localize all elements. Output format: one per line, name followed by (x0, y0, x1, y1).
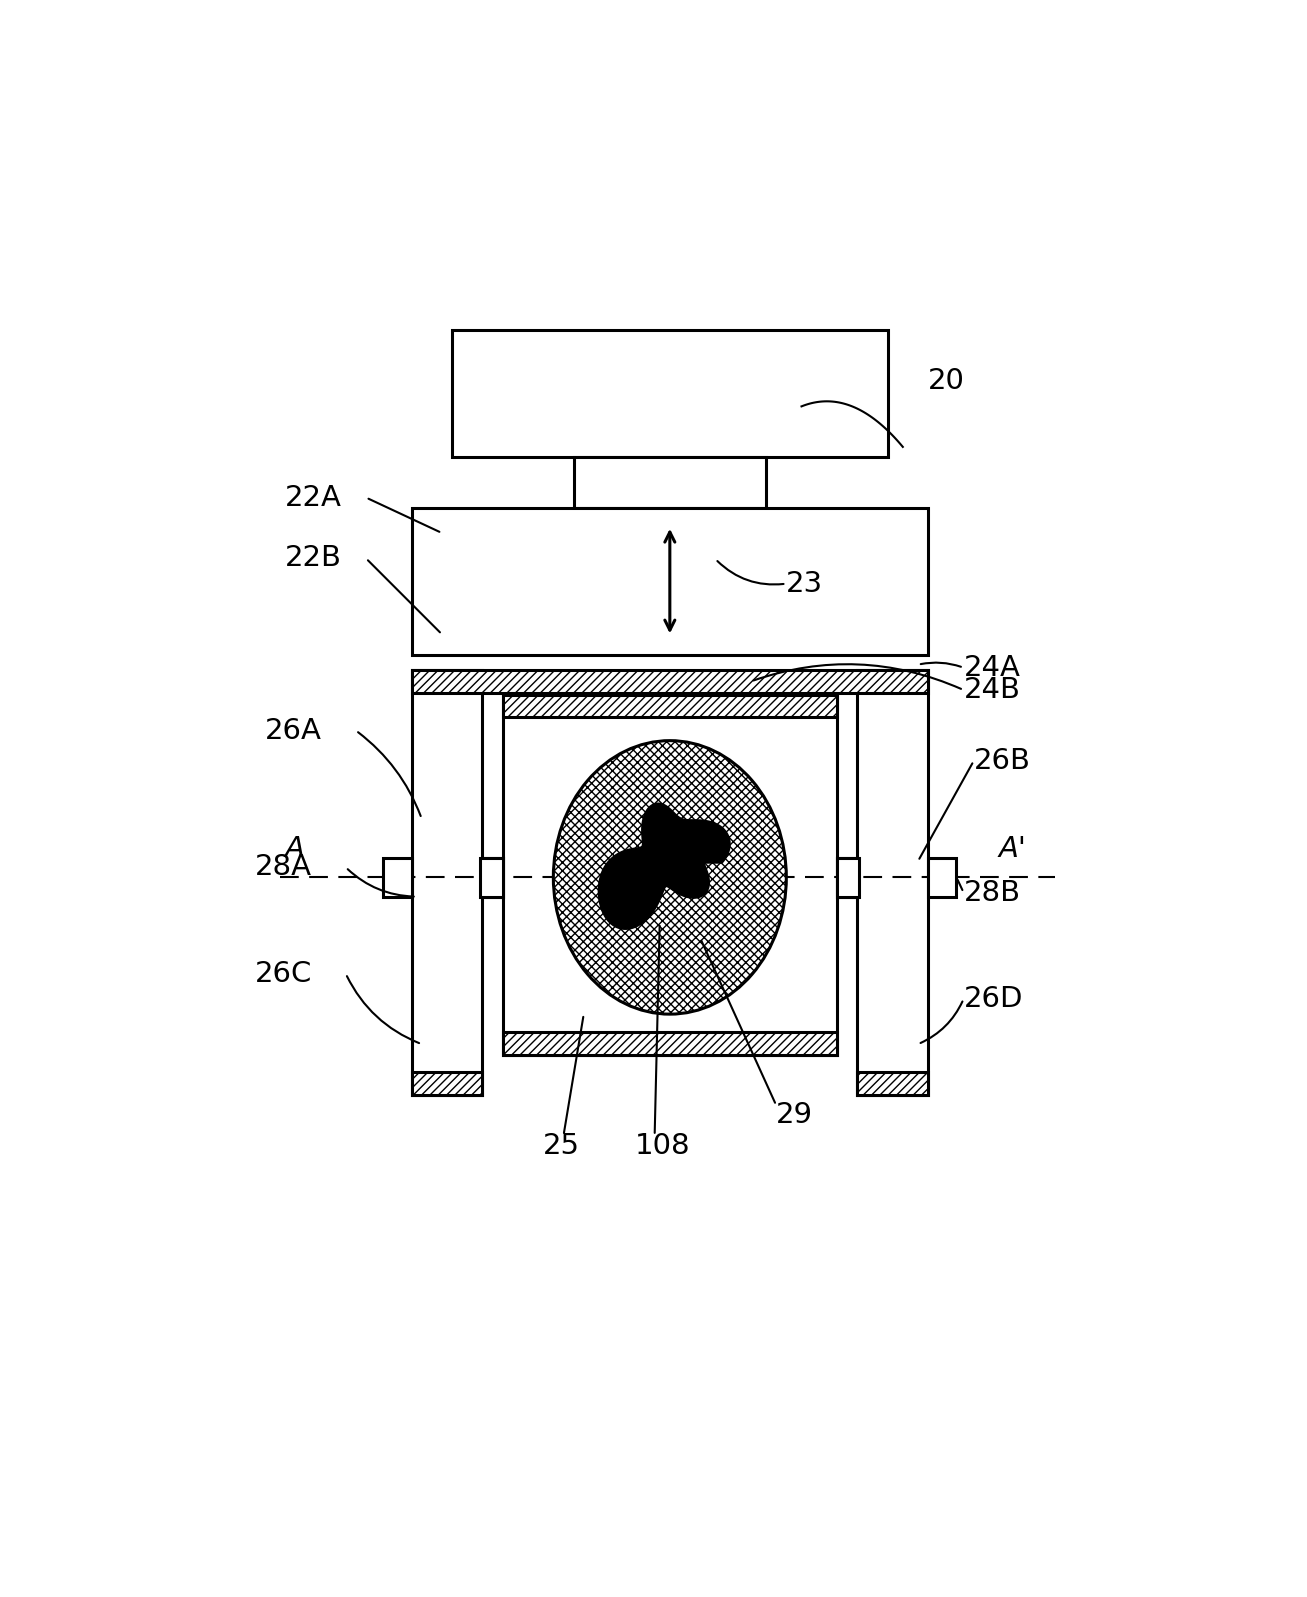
Bar (836, 858, 859, 896)
Text: 26A: 26A (264, 717, 322, 744)
Bar (503, 1032, 836, 1054)
Text: 22A: 22A (285, 484, 342, 511)
Bar (574, 457, 766, 508)
Bar (857, 1072, 928, 1096)
Bar (928, 858, 957, 896)
Text: A: A (285, 835, 305, 862)
Ellipse shape (553, 741, 787, 1014)
Bar (836, 858, 857, 896)
Text: A': A' (999, 835, 1027, 862)
Text: 28A: 28A (255, 853, 311, 882)
Bar (503, 695, 836, 717)
Text: 28B: 28B (963, 878, 1021, 907)
Bar (412, 669, 928, 693)
Bar (482, 858, 503, 896)
Bar (412, 508, 928, 655)
Bar (383, 858, 412, 896)
Text: 23: 23 (787, 570, 823, 597)
Text: 26D: 26D (963, 985, 1023, 1012)
Bar (481, 858, 503, 896)
Text: 22B: 22B (285, 545, 342, 572)
Text: 26C: 26C (255, 960, 312, 987)
Text: 25: 25 (544, 1132, 580, 1159)
Bar (857, 669, 928, 1096)
Text: 20: 20 (928, 367, 965, 394)
Bar (503, 695, 836, 1054)
Text: 26B: 26B (974, 747, 1031, 775)
Polygon shape (599, 803, 729, 928)
Text: 29: 29 (776, 1102, 813, 1129)
Bar (452, 331, 887, 457)
Bar (412, 1072, 482, 1096)
Text: 24B: 24B (963, 676, 1021, 704)
Text: 24A: 24A (963, 653, 1021, 682)
Text: 108: 108 (634, 1132, 690, 1159)
Bar (412, 669, 482, 1096)
